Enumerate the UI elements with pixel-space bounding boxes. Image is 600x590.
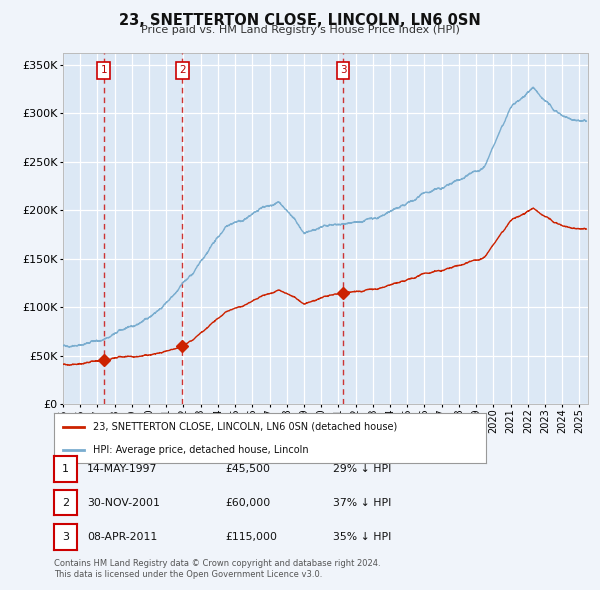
Text: £60,000: £60,000 <box>225 498 270 507</box>
Text: 3: 3 <box>340 65 346 76</box>
Text: 1: 1 <box>62 464 69 474</box>
Text: 23, SNETTERTON CLOSE, LINCOLN, LN6 0SN: 23, SNETTERTON CLOSE, LINCOLN, LN6 0SN <box>119 13 481 28</box>
Text: 3: 3 <box>62 532 69 542</box>
Text: 35% ↓ HPI: 35% ↓ HPI <box>333 532 391 542</box>
Text: 30-NOV-2001: 30-NOV-2001 <box>87 498 160 507</box>
Text: Contains HM Land Registry data © Crown copyright and database right 2024.: Contains HM Land Registry data © Crown c… <box>54 559 380 568</box>
Text: 2: 2 <box>62 498 69 507</box>
Text: Price paid vs. HM Land Registry's House Price Index (HPI): Price paid vs. HM Land Registry's House … <box>140 25 460 35</box>
Text: 37% ↓ HPI: 37% ↓ HPI <box>333 498 391 507</box>
Text: This data is licensed under the Open Government Licence v3.0.: This data is licensed under the Open Gov… <box>54 571 322 579</box>
Text: 14-MAY-1997: 14-MAY-1997 <box>87 464 157 474</box>
Text: £115,000: £115,000 <box>225 532 277 542</box>
Text: 08-APR-2011: 08-APR-2011 <box>87 532 157 542</box>
Text: 2: 2 <box>179 65 185 76</box>
Text: 23, SNETTERTON CLOSE, LINCOLN, LN6 0SN (detached house): 23, SNETTERTON CLOSE, LINCOLN, LN6 0SN (… <box>93 421 397 431</box>
Text: 1: 1 <box>100 65 107 76</box>
Text: 29% ↓ HPI: 29% ↓ HPI <box>333 464 391 474</box>
Text: £45,500: £45,500 <box>225 464 270 474</box>
Text: HPI: Average price, detached house, Lincoln: HPI: Average price, detached house, Linc… <box>93 445 308 455</box>
